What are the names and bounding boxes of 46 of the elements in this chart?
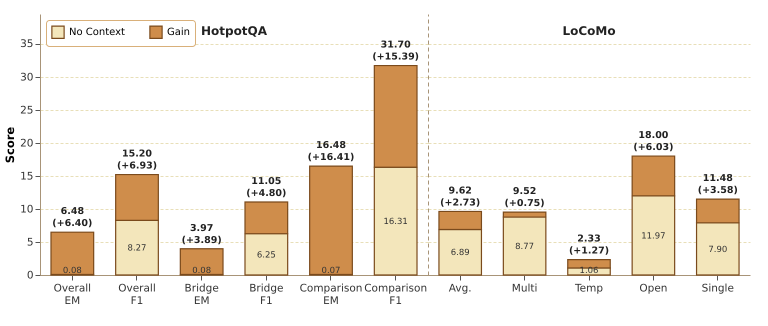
y-tick-label: 5 <box>26 236 34 248</box>
total-label: 16.48 (+16.41) <box>308 140 354 164</box>
x-tick-label: Single <box>702 282 734 294</box>
data-label: 8.77 <box>515 242 534 252</box>
y-tick-label: 25 <box>20 104 34 116</box>
data-label: 0.08 <box>62 266 82 276</box>
y-axis-title: Score <box>3 126 18 164</box>
total-label: 11.05 (+4.80) <box>246 176 286 199</box>
data-label: 8.27 <box>128 244 146 254</box>
total-label: 6.48 (+6.40) <box>52 206 92 230</box>
data-label: 7.90 <box>708 244 728 255</box>
total-label: 15.20 (+6.93) <box>116 148 158 172</box>
y-tick-label: 10 <box>20 203 34 216</box>
data-label: 1.06 <box>580 266 598 276</box>
legend-label: No Context <box>69 27 126 38</box>
data-label: 0.07 <box>322 266 340 276</box>
data-label: 16.31 <box>383 217 408 228</box>
x-tick-label: Overall EM <box>54 282 92 307</box>
x-tick-label: Bridge F1 <box>249 282 284 307</box>
y-tick-label: 0 <box>26 270 34 282</box>
x-tick-label: Comparison F1 <box>364 282 428 307</box>
x-tick-label: Open <box>639 282 668 294</box>
x-tick-label: Comparison EM <box>300 282 362 307</box>
x-tick-label: Avg. <box>448 282 472 294</box>
data-label: 0.08 <box>192 266 212 276</box>
y-tick-label: 20 <box>20 137 34 150</box>
legend-label: Gain <box>167 27 190 38</box>
total-label: 2.33 (+1.27) <box>568 234 610 257</box>
x-tick-label: Temp <box>574 282 604 294</box>
total-label: 18.00 (+6.03) <box>633 130 674 154</box>
data-label: 11.97 <box>641 231 666 242</box>
total-label: 9.62 (+2.73) <box>440 185 480 208</box>
x-tick-label: Overall F1 <box>118 282 156 307</box>
total-label: 3.97 (+3.89) <box>182 222 222 246</box>
y-tick-label: 15 <box>20 170 34 182</box>
x-tick-label: Multi <box>512 282 538 294</box>
y-tick-label: 35 <box>20 38 34 50</box>
data-label: 6.89 <box>450 248 470 258</box>
x-tick-label: Bridge EM <box>184 282 219 307</box>
total-label: 31.70 (+15.39) <box>372 40 420 63</box>
y-tick-label: 30 <box>20 71 34 84</box>
total-label: 9.52 (+0.75) <box>504 186 545 210</box>
total-label: 11.48 (+3.58) <box>698 173 738 196</box>
text: HotpotQA <box>200 24 268 38</box>
data-label: 6.25 <box>256 250 276 260</box>
text: LoCoMo <box>562 24 616 38</box>
